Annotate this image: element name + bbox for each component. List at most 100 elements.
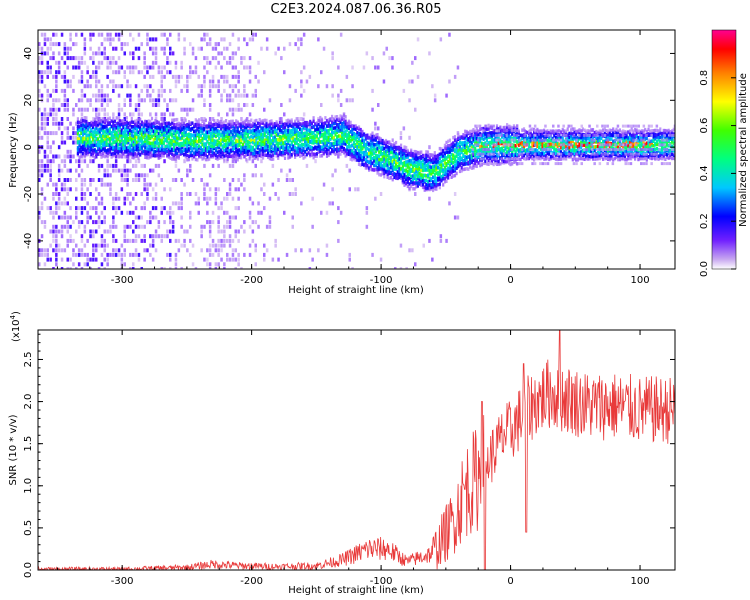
heatmap-cell	[377, 126, 380, 131]
heatmap-cell	[354, 136, 357, 140]
heatmap-cell	[114, 248, 118, 253]
heatmap-cell	[95, 120, 98, 125]
heatmap-cell	[112, 234, 115, 239]
heatmap-cell	[57, 51, 61, 56]
heatmap-cell	[161, 140, 164, 145]
heatmap-cell	[180, 65, 183, 70]
heatmap-cell	[514, 160, 517, 164]
heatmap-cell	[489, 156, 492, 160]
heatmap-cell	[214, 201, 218, 206]
heatmap-cell	[130, 152, 133, 156]
heatmap-cell	[314, 145, 317, 149]
heatmap-cell	[223, 133, 226, 137]
heatmap-cell	[76, 117, 79, 121]
heatmap-cell	[139, 143, 142, 148]
heatmap-cell	[86, 136, 90, 141]
heatmap-cell	[359, 139, 362, 144]
heatmap-cell	[52, 107, 55, 112]
heatmap-cell	[182, 148, 186, 152]
heatmap-cell	[245, 147, 248, 152]
heatmap-cell	[220, 248, 223, 253]
heatmap-cell	[363, 157, 366, 161]
heatmap-cell	[180, 107, 183, 112]
heatmap-cell	[319, 147, 322, 151]
heatmap-cell	[214, 156, 218, 160]
heatmap-cell	[331, 133, 334, 137]
heatmap-cell	[430, 185, 433, 190]
heatmap-cell	[302, 146, 305, 151]
heatmap-cell	[187, 137, 191, 141]
heatmap-cell	[132, 238, 135, 243]
heatmap-cell	[309, 128, 312, 133]
heatmap-cell	[95, 154, 98, 159]
heatmap-cell	[238, 132, 241, 137]
heatmap-cell	[255, 154, 258, 158]
heatmap-cell	[432, 180, 435, 184]
heatmap-cell	[89, 229, 92, 234]
heatmap-cell	[63, 98, 67, 103]
heatmap-cell	[319, 130, 322, 135]
heatmap-cell	[514, 151, 517, 156]
heatmap-cell	[364, 158, 367, 162]
heatmap-cell	[66, 107, 69, 112]
heatmap-cell	[107, 121, 110, 125]
heatmap-cell	[351, 65, 354, 70]
heatmap-cell	[95, 107, 98, 112]
heatmap-cell	[171, 128, 174, 132]
heatmap-cell	[157, 65, 161, 70]
heatmap-cell	[233, 154, 236, 158]
heatmap-cell	[228, 129, 231, 134]
heatmap-cell	[263, 118, 266, 123]
heatmap-cell	[92, 154, 95, 158]
heatmap-cell	[115, 122, 118, 126]
heatmap-cell	[211, 243, 215, 248]
heatmap-cell	[443, 165, 446, 170]
heatmap-cell	[177, 32, 181, 37]
heatmap-cell	[174, 201, 178, 206]
heatmap-cell	[176, 117, 179, 122]
heatmap-cell	[55, 224, 58, 229]
heatmap-cell	[373, 145, 376, 149]
heatmap-cell	[147, 152, 150, 156]
heatmap-cell	[332, 145, 335, 150]
heatmap-cell	[302, 121, 305, 126]
heatmap-cell	[132, 262, 135, 267]
heatmap-cell	[216, 150, 219, 154]
heatmap-cell	[295, 122, 298, 127]
heatmap-cell	[410, 167, 413, 172]
heatmap-cell	[377, 65, 380, 70]
heatmap-cell	[447, 169, 450, 173]
heatmap-cell	[163, 187, 166, 192]
heatmap-cell	[273, 151, 276, 155]
heatmap-cell	[137, 124, 140, 128]
heatmap-cell	[347, 119, 350, 124]
heatmap-cell	[123, 252, 126, 257]
heatmap-cell	[108, 137, 111, 141]
heatmap-cell	[241, 145, 244, 150]
heatmap-cell	[86, 187, 89, 192]
heatmap-cell	[106, 32, 109, 37]
heatmap-cell	[440, 174, 443, 179]
heatmap-cell	[263, 123, 266, 127]
heatmap-cell	[283, 210, 286, 215]
heatmap-cell	[100, 148, 103, 153]
heatmap-cell	[376, 146, 379, 151]
heatmap-cell	[217, 88, 220, 93]
heatmap-cell	[442, 148, 445, 153]
heatmap-cell	[228, 122, 231, 127]
heatmap-cell	[342, 146, 345, 151]
heatmap-cell	[443, 157, 446, 161]
heatmap-cell	[382, 51, 386, 56]
heatmap-cell	[237, 196, 240, 201]
heatmap-cell	[117, 196, 121, 201]
heatmap-cell	[243, 88, 246, 93]
heatmap-cell	[196, 119, 199, 124]
heatmap-cell	[277, 137, 280, 142]
heatmap-cell	[174, 252, 178, 257]
heatmap-cell	[234, 206, 237, 211]
heatmap-cell	[171, 74, 175, 79]
heatmap-cell	[123, 112, 126, 117]
heatmap-cell	[191, 142, 194, 147]
heatmap-cell	[120, 149, 123, 154]
